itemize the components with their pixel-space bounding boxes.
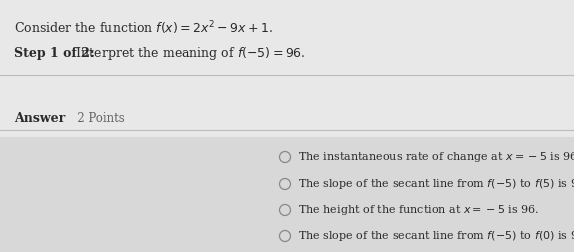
Text: Step 1 of 2:: Step 1 of 2: <box>14 47 95 60</box>
Text: The height of the function at $x = -5$ is 96.: The height of the function at $x = -5$ i… <box>298 203 539 217</box>
Text: The slope of the secant line from $f(-5)$ to $f(5)$ is 96.: The slope of the secant line from $f(-5)… <box>298 177 574 191</box>
Text: 2 Points: 2 Points <box>66 112 125 125</box>
Text: The slope of the secant line from $f(-5)$ to $f(0)$ is 96.: The slope of the secant line from $f(-5)… <box>298 229 574 243</box>
FancyBboxPatch shape <box>0 0 574 100</box>
Text: Interpret the meaning of $f(-5) = 96$.: Interpret the meaning of $f(-5) = 96$. <box>72 46 306 62</box>
Text: Answer: Answer <box>14 112 65 125</box>
FancyBboxPatch shape <box>0 100 574 137</box>
Text: The instantaneous rate of change at $x = -5$ is 96.: The instantaneous rate of change at $x =… <box>298 150 574 164</box>
Text: Consider the function $f(x) = 2x^2 - 9x + 1$.: Consider the function $f(x) = 2x^2 - 9x … <box>14 19 273 37</box>
